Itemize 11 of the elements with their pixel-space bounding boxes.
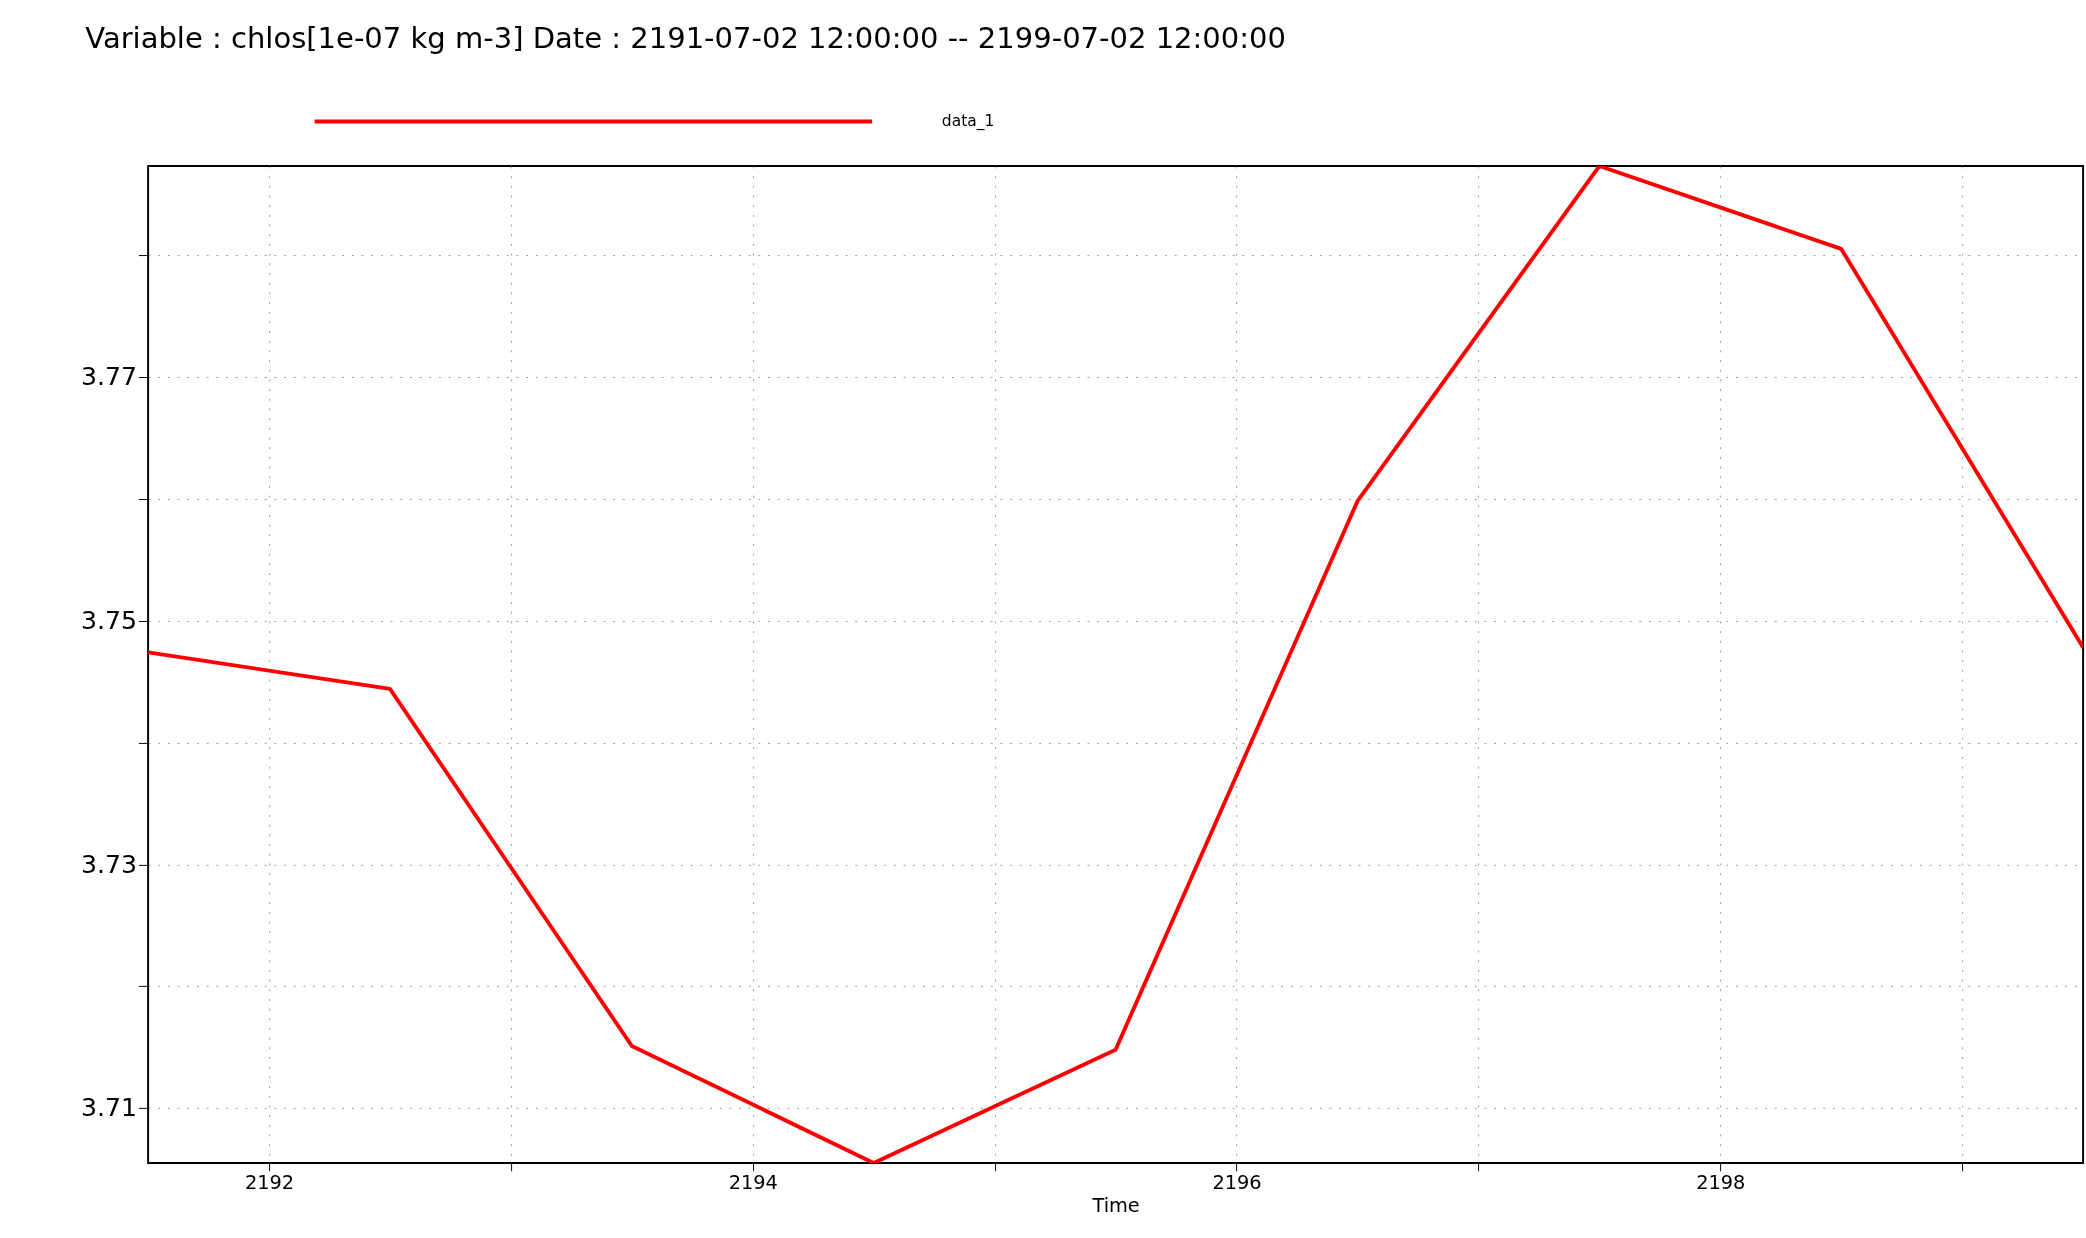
chart-title: Variable : chlos[1e-07 kg m-3] Date : 2191-07-02 12:00:00 -- 2199-07-02 12:00:00 (85, 20, 1286, 55)
x-axis-title: Time (1091, 1193, 1140, 1217)
text: data_1 (941, 112, 995, 132)
y-tick-label: 3.75 (80, 605, 137, 635)
y-tick-label: 3.71 (80, 1093, 137, 1123)
y-tick-label: 3.73 (80, 849, 137, 879)
x-tick-label: 2198 (1696, 1170, 1746, 1194)
x-tick-label: 2194 (728, 1170, 778, 1194)
x-tick-label: 2196 (1212, 1170, 1262, 1194)
y-tick-label: 3.77 (80, 362, 137, 392)
x-tick-label: 2192 (244, 1170, 295, 1194)
